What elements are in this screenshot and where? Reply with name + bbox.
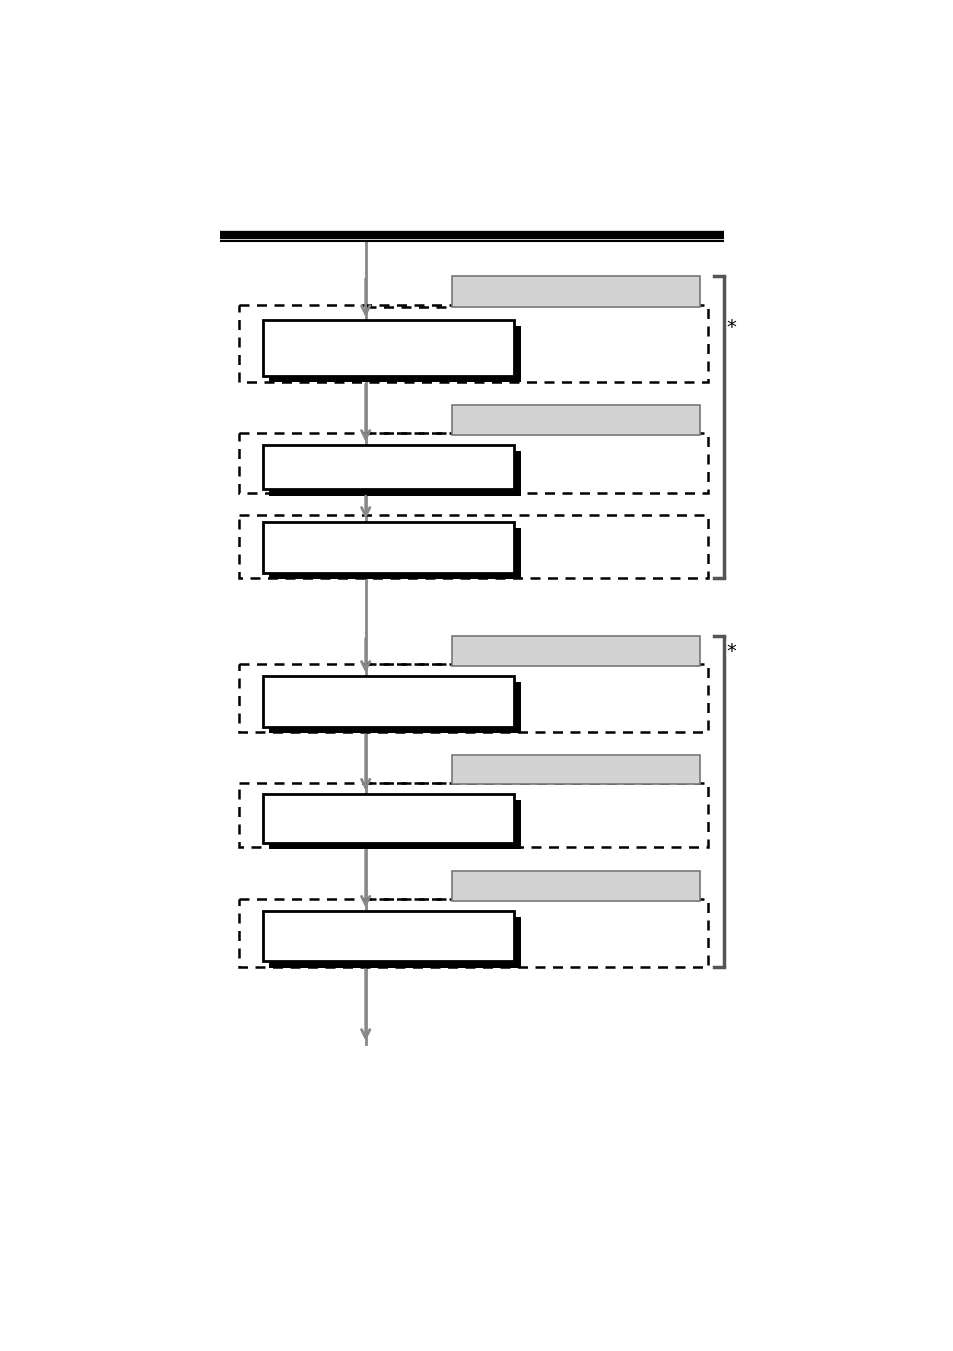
Bar — [269, 800, 520, 848]
Bar — [239, 515, 707, 578]
Bar — [269, 326, 520, 382]
Bar — [452, 755, 700, 785]
Bar — [239, 782, 707, 847]
Bar — [262, 521, 514, 573]
Text: *: * — [726, 642, 736, 661]
Bar — [262, 911, 514, 962]
Text: *: * — [726, 319, 736, 338]
Bar — [262, 793, 514, 843]
Bar — [269, 917, 520, 967]
Bar — [262, 320, 514, 376]
Bar — [452, 870, 700, 901]
Bar — [269, 528, 520, 578]
Bar — [239, 665, 707, 732]
Bar — [239, 898, 707, 967]
Bar — [452, 276, 700, 307]
Bar — [452, 636, 700, 666]
Bar — [269, 682, 520, 732]
Bar — [452, 405, 700, 435]
Bar — [262, 444, 514, 489]
Bar — [262, 676, 514, 727]
Bar — [269, 451, 520, 496]
Bar — [239, 304, 707, 381]
Bar — [239, 434, 707, 493]
